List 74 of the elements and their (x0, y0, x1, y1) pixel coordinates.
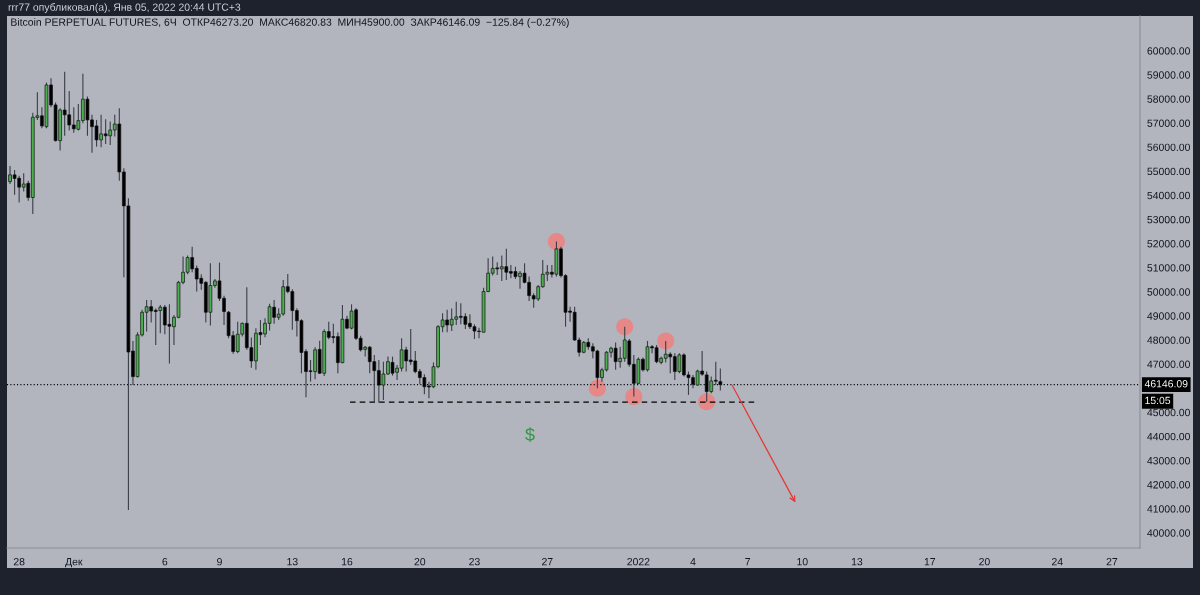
x-tick-label: 20 (414, 558, 426, 566)
x-tick-label: 6 (162, 558, 168, 566)
x-tick-label: 17 (924, 558, 936, 566)
candlestick (67, 90, 72, 132)
y-tick-label: 45000.00 (1147, 408, 1190, 417)
y-tick-label: 53000.00 (1147, 215, 1190, 224)
candlestick (153, 307, 158, 346)
point (616, 318, 634, 336)
candlestick (62, 71, 67, 137)
candlestick (290, 288, 295, 331)
x-tick-label: 13 (287, 558, 298, 566)
y-tick-label: 51000.00 (1147, 264, 1190, 272)
y-tick-label: 58000.00 (1147, 95, 1190, 103)
candlestick (71, 106, 76, 134)
x-tick-label: 4 (690, 558, 696, 566)
candlestick (654, 344, 659, 364)
text: 15:05 (1145, 396, 1171, 405)
candlestick (108, 121, 113, 146)
candlestick (235, 321, 240, 354)
candlestick (158, 304, 163, 334)
x-tick-label: 27 (1106, 558, 1118, 566)
candlestick (449, 307, 454, 332)
y-tick-label: 42000.00 (1147, 481, 1190, 489)
ref-line-label: 46146.09 (1144, 380, 1188, 388)
candlestick (645, 340, 650, 373)
candlestick (413, 350, 418, 374)
candlestick (499, 255, 504, 282)
y-tick-label: 52000.00 (1147, 240, 1190, 248)
x-tick-label: 2022 (627, 558, 650, 566)
candlestick (454, 301, 459, 326)
annotation: $ (525, 427, 535, 442)
x-tick-label: 7 (745, 558, 751, 566)
x-tick-label: 9 (217, 558, 222, 566)
y-tick-label: 48000.00 (1147, 336, 1190, 344)
candlestick (668, 351, 673, 374)
chart-title: Bitcoin PERPETUAL FUTURES, 6Ч ОТКР46273.20 МАКС46820.83 МИН45900.00 ЗАКР46146.09 −125.84 (−0.27%) (11, 18, 569, 28)
y-tick-label: 55000.00 (1147, 167, 1190, 176)
y-tick-label: 57000.00 (1147, 119, 1190, 127)
candlestick (613, 341, 618, 371)
point (588, 379, 606, 397)
candlestick (677, 352, 682, 374)
x-tick-label: 20 (979, 558, 990, 566)
candlestick (381, 361, 386, 401)
y-tick-label: 60000.00 (1147, 47, 1190, 55)
candlestick (663, 340, 668, 363)
x-tick-label: 27 (542, 558, 553, 566)
x-tick-label: 10 (797, 558, 808, 566)
x-tick-label: Дек (65, 558, 83, 568)
y-tick-label: 49000.00 (1147, 312, 1190, 320)
candlestick (367, 345, 372, 374)
x-tick-label: 23 (469, 558, 480, 566)
y-tick-label: 56000.00 (1147, 143, 1190, 152)
candlestick (103, 118, 108, 145)
y-tick-label: 41000.00 (1147, 505, 1190, 513)
text: rrr77 опубликовал(а), Янв 05, 2022 20:44 UTC+3 (8, 3, 241, 13)
candlestick (144, 299, 149, 333)
y-tick-label: 47000.00 (1147, 360, 1190, 368)
candlestick (76, 103, 81, 132)
candlestick (390, 356, 395, 377)
point (657, 332, 675, 350)
y-tick-label: 40000.00 (1147, 529, 1190, 537)
y-tick-label: 50000.00 (1147, 288, 1190, 296)
y-tick-label: 43000.00 (1147, 457, 1190, 465)
y-tick-label: 44000.00 (1147, 432, 1190, 441)
candlestick (622, 326, 627, 363)
y-tick-label: 54000.00 (1147, 191, 1190, 200)
x-tick-label: 16 (341, 558, 353, 566)
candlestick (399, 337, 404, 373)
y-tick-label: 59000.00 (1147, 71, 1190, 79)
x-tick-label: 13 (851, 558, 863, 566)
candlestick (504, 248, 509, 281)
x-tick-label: 24 (1052, 558, 1063, 566)
x-tick-label: 28 (13, 558, 25, 566)
candlestick (167, 303, 172, 365)
